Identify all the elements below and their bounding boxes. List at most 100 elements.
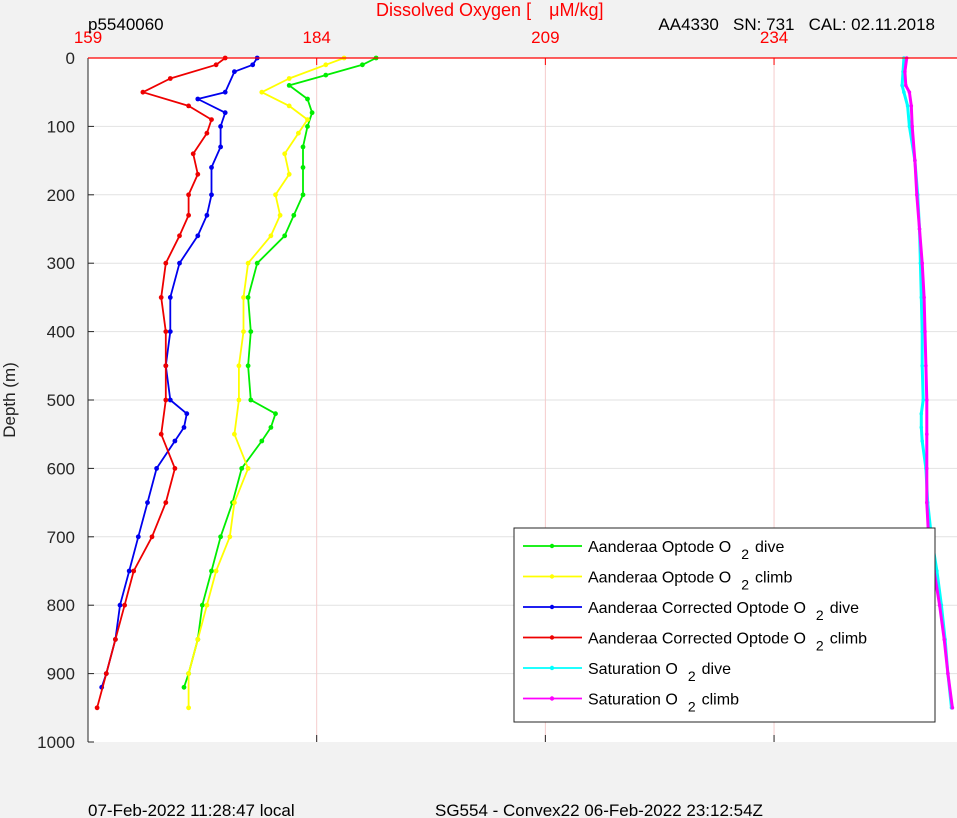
data-point	[218, 124, 224, 129]
data-point	[922, 295, 926, 300]
legend-marker	[549, 635, 555, 640]
data-point	[919, 425, 924, 430]
data-point	[122, 602, 127, 608]
y-tick-label: 500	[47, 391, 75, 410]
data-point	[919, 295, 924, 300]
data-point	[920, 439, 924, 443]
data-point	[195, 233, 201, 239]
legend-label-main: Saturation O	[588, 661, 678, 678]
legend-marker	[549, 543, 555, 549]
data-point	[218, 534, 224, 540]
data-point	[305, 96, 310, 102]
legend-marker	[549, 696, 555, 701]
series-line-aanderaa-optode-o2-dive	[183, 57, 377, 688]
x-tick-label: 209	[531, 28, 559, 47]
data-point	[154, 466, 160, 471]
data-point	[286, 83, 292, 88]
data-point	[920, 261, 924, 266]
data-point	[245, 363, 251, 369]
data-point	[172, 438, 178, 444]
legend-marker	[549, 665, 555, 671]
y-tick-label: 0	[66, 49, 75, 68]
data-point	[920, 329, 924, 334]
data-point	[300, 192, 306, 198]
data-point	[163, 500, 169, 505]
data-point	[920, 364, 924, 368]
data-point	[296, 130, 301, 136]
footer-mission-info: SG554 - Convex22 06-Feb-2022 23:12:54Z	[435, 801, 763, 818]
data-point	[113, 637, 118, 642]
data-point	[213, 568, 219, 574]
data-point	[218, 144, 224, 150]
data-point	[250, 62, 256, 68]
data-point	[209, 117, 214, 122]
data-point	[907, 124, 912, 129]
y-axis-label: Depth (m)	[0, 362, 19, 438]
data-point	[917, 227, 922, 231]
footer-timestamp: 07-Feb-2022 11:28:47 local	[88, 801, 295, 818]
data-point	[360, 62, 365, 68]
series-line-aanderaa-optode-o2-climb	[187, 57, 345, 708]
data-point	[163, 363, 169, 369]
data-point	[323, 62, 329, 68]
legend: Aanderaa Optode O 2 dive Aanderaa Optode O 2…	[513, 527, 936, 723]
data-point	[913, 158, 917, 163]
data-point	[149, 534, 155, 540]
data-point	[222, 110, 228, 116]
data-point	[232, 431, 237, 437]
data-point	[172, 466, 178, 471]
data-point	[305, 124, 310, 129]
series-line-aanderaa-corrected-optode-o2-climb	[96, 57, 226, 709]
data-point	[158, 295, 164, 300]
chart-title-units: μM/kg]	[549, 0, 603, 20]
data-point	[232, 69, 237, 75]
y-tick-label: 600	[47, 459, 75, 478]
x-tick-label: 184	[302, 28, 330, 47]
data-point	[277, 212, 283, 218]
data-point	[323, 72, 329, 78]
data-point	[117, 602, 123, 608]
data-point	[925, 466, 929, 471]
header-id: p5540060	[88, 15, 164, 34]
data-point	[177, 260, 182, 266]
y-tick-label: 700	[47, 528, 75, 547]
legend-label-tail: climb	[755, 570, 792, 587]
data-point	[186, 192, 192, 198]
data-point	[907, 90, 912, 94]
data-point	[103, 671, 109, 676]
data-point	[915, 193, 919, 197]
data-point	[158, 431, 164, 437]
data-point	[195, 96, 201, 102]
data-point	[309, 110, 315, 116]
legend-label-tail: climb	[830, 631, 867, 648]
data-point	[946, 671, 950, 676]
data-point	[241, 329, 246, 334]
legend-label: Aanderaa Optode O 2 dive	[588, 539, 784, 562]
data-point	[163, 329, 169, 334]
data-point	[177, 233, 182, 239]
y-tick-label: 200	[47, 186, 75, 205]
data-point	[209, 192, 214, 198]
data-point	[950, 706, 955, 710]
legend-label-subscript: 2	[816, 638, 824, 654]
data-point	[245, 466, 251, 471]
data-point	[900, 83, 904, 88]
legend-marker	[549, 574, 555, 579]
data-point	[268, 425, 274, 430]
data-point	[291, 212, 297, 218]
legend-label: Saturation O 2 climb	[588, 692, 739, 715]
legend-label-tail: dive	[755, 539, 784, 556]
y-tick-label: 1000	[37, 733, 75, 752]
x-tick-label: 234	[760, 28, 788, 47]
y-tick-label: 800	[47, 596, 75, 615]
header-instrument-info: AA4330 SN: 731 CAL: 02.11.2018	[658, 15, 935, 34]
y-tick-label: 300	[47, 254, 75, 273]
data-point	[236, 397, 242, 403]
x-tick-label: 159	[74, 28, 102, 47]
data-point	[181, 684, 187, 690]
data-point	[204, 212, 210, 218]
legend-label-subscript: 2	[741, 577, 749, 593]
data-point	[925, 432, 929, 437]
data-point	[190, 151, 196, 157]
data-point	[199, 602, 205, 608]
